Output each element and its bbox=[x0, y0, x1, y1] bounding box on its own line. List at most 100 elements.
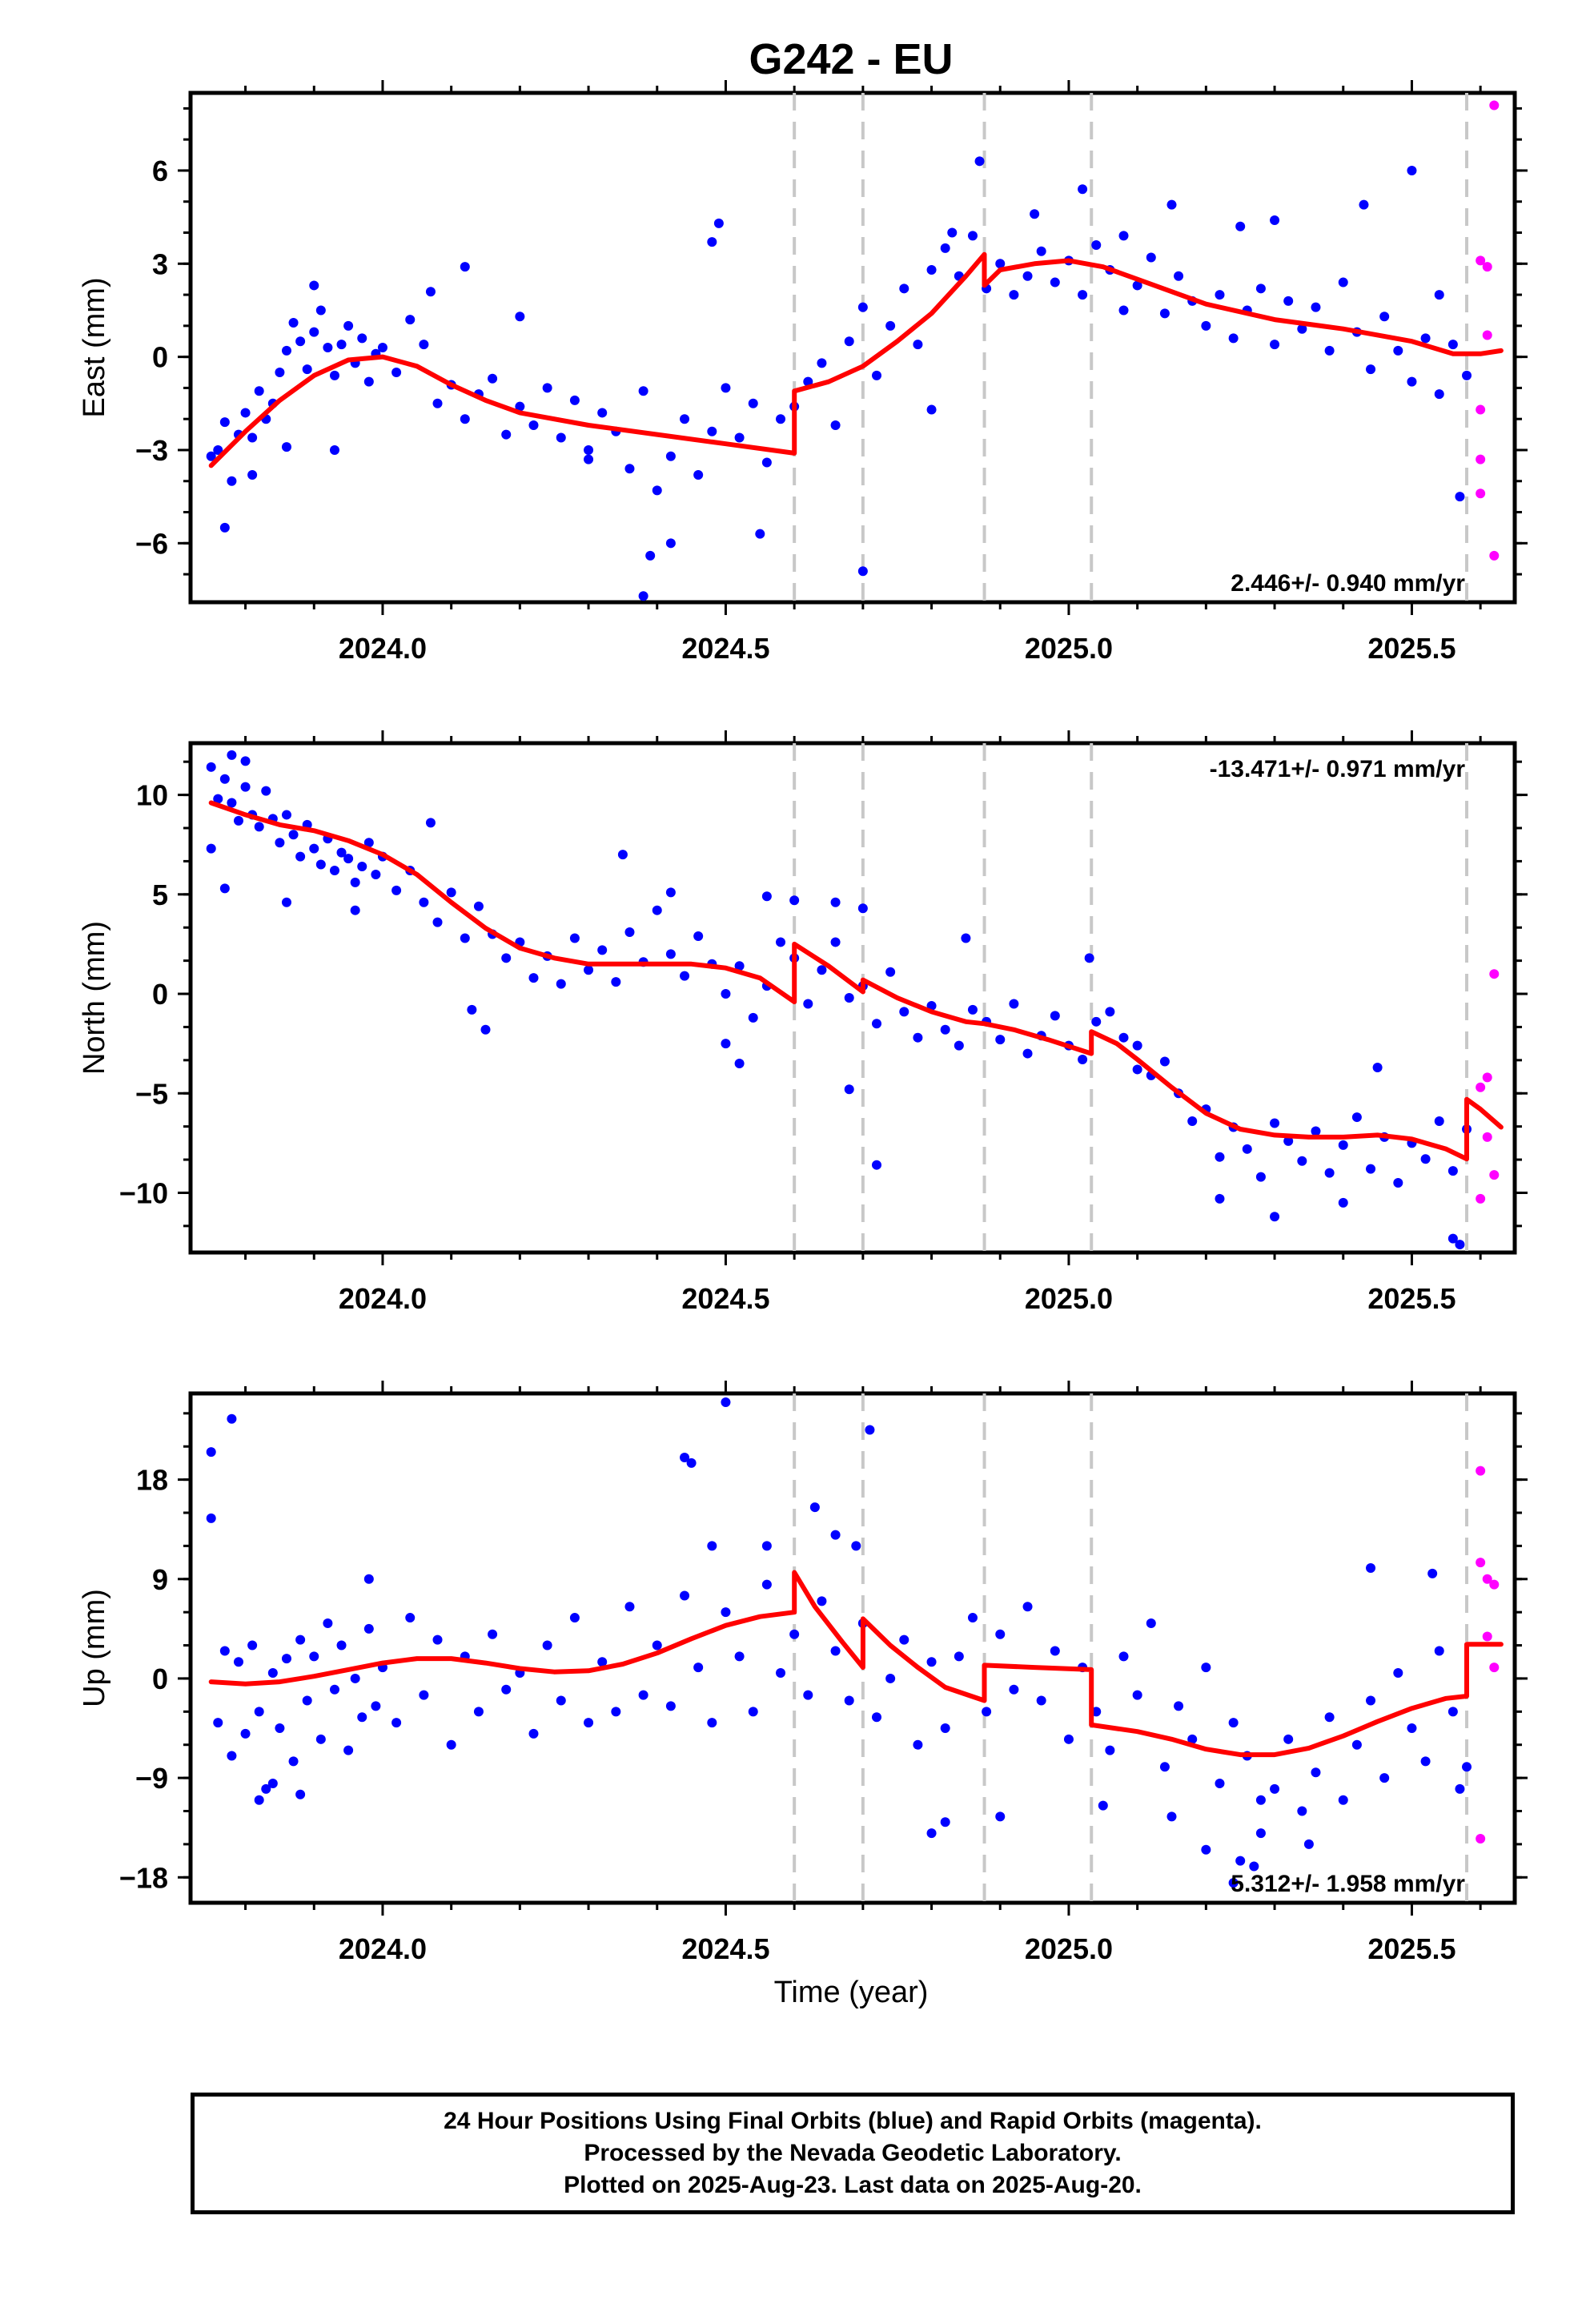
north-rapid-point bbox=[1489, 1170, 1500, 1180]
north-final-point bbox=[336, 847, 347, 858]
up-rapid-point bbox=[1489, 1579, 1500, 1590]
east-final-point bbox=[652, 485, 662, 496]
north-final-point bbox=[961, 933, 971, 943]
up-rapid-point bbox=[1476, 1558, 1486, 1568]
up-final-point bbox=[803, 1690, 813, 1700]
up-final-point bbox=[391, 1718, 402, 1728]
up-final-point bbox=[830, 1646, 841, 1656]
up-final-point bbox=[240, 1728, 251, 1739]
up-final-point bbox=[569, 1613, 580, 1623]
up-final-point bbox=[1036, 1695, 1046, 1706]
north-final-point bbox=[844, 993, 854, 1003]
east-final-point bbox=[460, 414, 470, 424]
up-final-point bbox=[309, 1651, 319, 1662]
up-final-point bbox=[329, 1684, 339, 1695]
north-final-point bbox=[803, 999, 813, 1009]
east-final-point bbox=[721, 383, 731, 393]
north-final-point bbox=[1393, 1178, 1403, 1188]
north-final-point bbox=[295, 851, 306, 862]
north-model-line bbox=[208, 800, 1504, 1162]
north-final-point bbox=[1078, 1055, 1088, 1065]
up-final-point bbox=[1098, 1800, 1108, 1811]
east-panel: 2024.0 2024.5 2025.0 2025.5 −6 −3 0 3 6 East (mm)… bbox=[78, 80, 1528, 665]
east-final-point bbox=[1324, 345, 1335, 356]
up-y-tick-label: 0 bbox=[152, 1663, 168, 1695]
north-final-point bbox=[1434, 1116, 1444, 1127]
east-rapid-point bbox=[1489, 550, 1500, 561]
east-y-tick-label: −3 bbox=[135, 434, 168, 467]
up-final-point bbox=[954, 1651, 964, 1662]
up-plot-frame bbox=[188, 1391, 1517, 1905]
up-final-point bbox=[488, 1629, 498, 1639]
up-final-point bbox=[1009, 1684, 1019, 1695]
up-final-point bbox=[1228, 1878, 1239, 1888]
up-y-axis-label: Up (mm) bbox=[78, 1589, 111, 1707]
east-rapid-point bbox=[1489, 100, 1500, 111]
up-final-point bbox=[597, 1657, 608, 1667]
up-final-point bbox=[302, 1695, 312, 1706]
east-final-point bbox=[1434, 389, 1444, 400]
east-final-point bbox=[844, 336, 854, 347]
east-final-point bbox=[913, 340, 923, 350]
north-final-point bbox=[309, 843, 319, 854]
east-rapid-point bbox=[1476, 454, 1486, 464]
north-final-point bbox=[1366, 1164, 1376, 1174]
up-final-point bbox=[1215, 1779, 1225, 1789]
north-rapid-point bbox=[1482, 1132, 1492, 1142]
up-final-point bbox=[1427, 1568, 1438, 1578]
north-final-point bbox=[350, 877, 360, 887]
north-rapid-point bbox=[1476, 1082, 1486, 1092]
footer-line-1: 24 Hour Positions Using Final Orbits (bl… bbox=[444, 2108, 1262, 2134]
north-final-point bbox=[899, 1007, 909, 1017]
north-final-point bbox=[556, 979, 566, 989]
up-final-point bbox=[761, 1579, 772, 1590]
east-rapid-point bbox=[1476, 404, 1486, 415]
up-final-point bbox=[288, 1756, 299, 1767]
east-final-point bbox=[638, 591, 648, 601]
north-final-point bbox=[617, 850, 628, 860]
up-velocity-label: 5.312+/- 1.958 mm/yr bbox=[1231, 1871, 1465, 1897]
up-final-point bbox=[206, 1447, 216, 1458]
east-final-point bbox=[1359, 199, 1369, 210]
east-final-point bbox=[254, 386, 264, 396]
east-final-point bbox=[645, 550, 656, 561]
east-final-point bbox=[638, 386, 648, 396]
east-final-point bbox=[336, 340, 347, 350]
east-rapid-point bbox=[1476, 255, 1486, 266]
east-y-tick-label: −6 bbox=[135, 527, 168, 560]
up-x-tick-label: 2025.0 bbox=[1025, 1932, 1113, 1965]
up-final-point bbox=[254, 1795, 264, 1805]
north-final-point bbox=[789, 895, 800, 906]
east-final-point bbox=[1132, 280, 1142, 291]
up-x-tick-label: 2024.5 bbox=[681, 1932, 769, 1965]
east-final-point bbox=[213, 444, 223, 455]
north-final-point bbox=[665, 949, 676, 959]
north-final-point bbox=[473, 901, 484, 911]
east-final-point bbox=[1174, 271, 1184, 281]
up-final-point bbox=[680, 1453, 690, 1463]
north-final-point bbox=[329, 866, 339, 875]
up-final-point bbox=[995, 1811, 1006, 1822]
north-final-point bbox=[817, 965, 827, 975]
east-final-point bbox=[995, 259, 1006, 269]
north-final-point bbox=[343, 854, 354, 864]
north-final-point bbox=[1132, 1040, 1142, 1051]
up-x-tick-label: 2024.0 bbox=[339, 1932, 427, 1965]
up-final-point bbox=[707, 1541, 717, 1551]
east-velocity-label: 2.446+/- 0.940 mm/yr bbox=[1231, 570, 1465, 597]
north-final-point bbox=[419, 897, 429, 907]
north-final-point bbox=[1447, 1233, 1458, 1244]
up-y-tick-label: 9 bbox=[152, 1563, 168, 1596]
north-y-tick-label: 0 bbox=[152, 978, 168, 1011]
up-final-point bbox=[817, 1596, 827, 1606]
up-final-point bbox=[1174, 1701, 1184, 1711]
east-final-point bbox=[1050, 277, 1060, 287]
east-final-point bbox=[1146, 252, 1156, 263]
north-final-point bbox=[1270, 1212, 1280, 1222]
east-final-point bbox=[967, 231, 978, 241]
up-final-point bbox=[275, 1723, 285, 1734]
up-final-point bbox=[940, 1723, 950, 1734]
north-final-point bbox=[721, 989, 731, 999]
up-final-point bbox=[315, 1734, 326, 1744]
north-final-point bbox=[830, 897, 841, 907]
